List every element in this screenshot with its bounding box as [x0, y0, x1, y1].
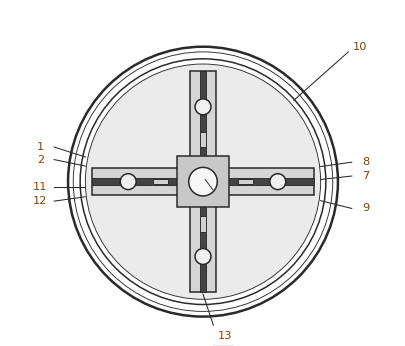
Bar [237, 179, 252, 184]
Bar [200, 132, 205, 147]
Text: 1: 1 [37, 142, 44, 152]
Bar [273, 176, 281, 188]
Bar [177, 156, 228, 207]
Bar [153, 179, 168, 184]
Bar [197, 252, 208, 261]
Text: 11: 11 [33, 182, 47, 192]
Circle shape [85, 64, 320, 299]
Circle shape [269, 174, 285, 190]
Text: 12: 12 [33, 196, 47, 206]
Circle shape [188, 167, 217, 196]
Bar [92, 179, 313, 185]
Bar [200, 217, 205, 231]
Text: 9: 9 [361, 203, 368, 213]
Text: 10: 10 [352, 42, 367, 52]
Bar [189, 71, 216, 292]
Text: 7: 7 [361, 171, 368, 181]
Text: 8: 8 [361, 157, 368, 167]
Text: 13: 13 [217, 331, 231, 340]
Circle shape [194, 99, 211, 115]
Bar [199, 71, 206, 292]
Bar [197, 102, 208, 111]
Circle shape [194, 248, 211, 264]
Bar [92, 168, 313, 195]
Circle shape [120, 174, 136, 190]
Bar [124, 176, 132, 188]
Text: 2: 2 [37, 155, 44, 165]
